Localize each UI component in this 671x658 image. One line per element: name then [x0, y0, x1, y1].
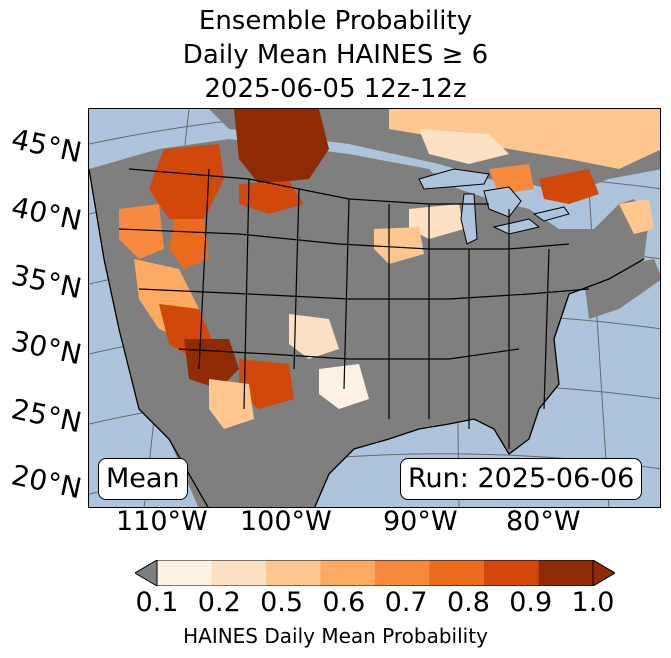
coastline — [89, 168, 645, 507]
colorbar-tick-label: 0.1 — [135, 587, 179, 618]
colorbar-bin — [211, 560, 267, 586]
probability-shading — [119, 109, 660, 429]
stat-label-box: Mean — [98, 458, 188, 500]
colorbar-bin — [429, 560, 485, 586]
lon-label-80: 80°W — [506, 506, 581, 537]
great-lakes — [418, 168, 570, 245]
lat-label-25: 25°N — [8, 392, 85, 440]
colorbar-tick-label: 0.6 — [322, 587, 366, 618]
run-label-box: Run: 2025-06-06 — [400, 458, 643, 500]
colorbar-tick-label: 0.9 — [509, 587, 553, 618]
colorbar-bin — [375, 560, 430, 586]
colorbar-bin — [484, 560, 539, 586]
colorbar-frame — [156, 560, 594, 586]
colorbar-tick-label: 1.0 — [571, 587, 615, 618]
colorbar-bin — [266, 560, 321, 586]
lat-label-20: 20°N — [8, 458, 85, 506]
colorbar-bin — [538, 560, 594, 586]
colorbar-tick-label: 0.5 — [260, 587, 304, 618]
lat-label-30: 30°N — [8, 324, 85, 372]
colorbar-label: HAINES Daily Mean Probability — [183, 624, 488, 648]
lon-label-110: 110°W — [116, 506, 208, 537]
lon-label-90: 90°W — [383, 506, 458, 537]
colorbar-under-arrow — [135, 560, 158, 586]
lat-label-35: 35°N — [8, 258, 85, 306]
lon-label-100: 100°W — [240, 506, 332, 537]
colorbar-over-arrow — [592, 560, 615, 586]
map-canvas — [89, 109, 660, 507]
lat-label-45: 45°N — [8, 122, 85, 170]
colorbar-tick-label: 0.7 — [384, 587, 428, 618]
colorbar-bins — [157, 560, 594, 586]
map-panel — [88, 108, 661, 508]
title-line-2: Daily Mean HAINES ≥ 6 — [182, 40, 489, 70]
title-line-1: Ensemble Probability — [198, 6, 473, 36]
title-line-3: 2025-06-05 12z-12z — [204, 74, 467, 104]
lat-label-40: 40°N — [8, 190, 85, 238]
colorbar-bin — [157, 560, 212, 586]
colorbar — [135, 560, 615, 586]
colorbar-tick-label: 0.8 — [446, 587, 490, 618]
colorbar-bin — [320, 560, 376, 586]
state-borders — [118, 168, 590, 449]
colorbar-tick-label: 0.2 — [197, 587, 241, 618]
